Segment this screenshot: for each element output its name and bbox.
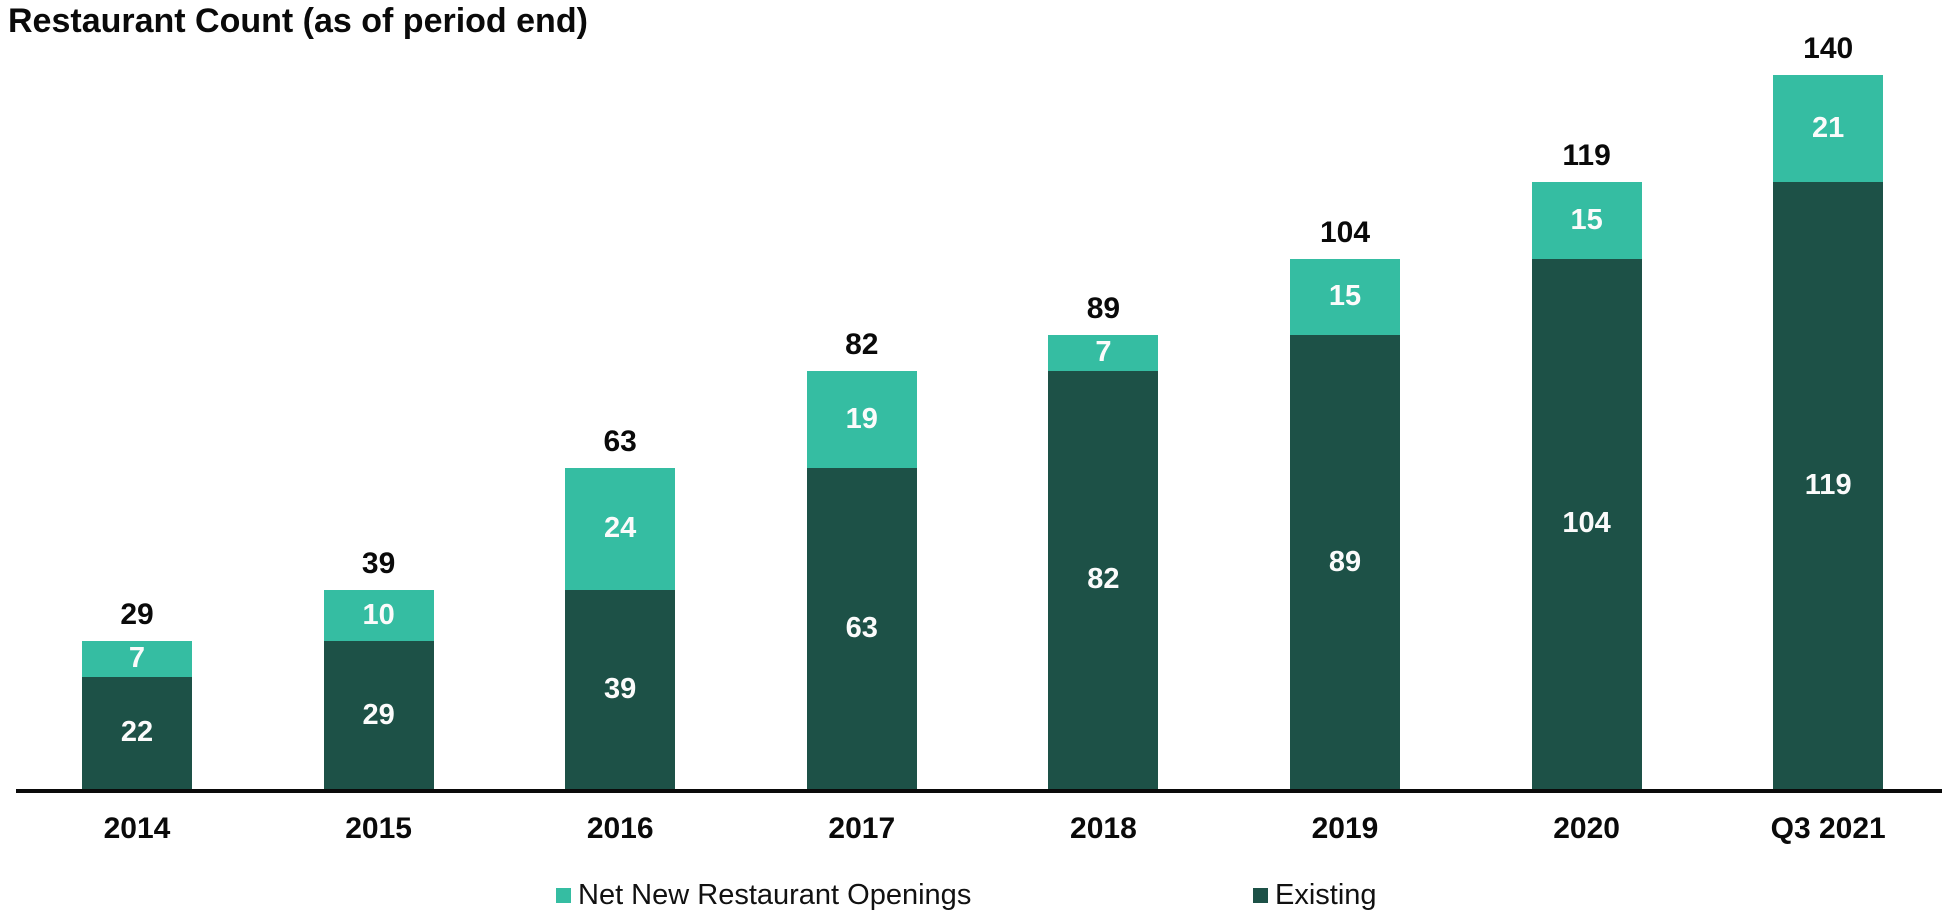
bar-segment-existing: 89	[1290, 335, 1400, 789]
segment-value-label: 19	[845, 402, 878, 435]
total-label: 39	[361, 547, 396, 581]
x-axis-label-2016: 2016	[586, 812, 654, 845]
chart-title: Restaurant Count (as of period end)	[8, 2, 588, 40]
bar-2018: 89 7 82	[1048, 292, 1159, 789]
total-label: 63	[603, 424, 637, 458]
total-label: 82	[845, 327, 879, 361]
bar-segment-existing: 119	[1773, 182, 1884, 789]
total-label: 140	[1803, 32, 1854, 66]
x-axis-line	[16, 789, 1942, 793]
legend-swatch-net-new-icon	[556, 888, 571, 903]
x-axis-label-2017: 2017	[828, 812, 896, 845]
total-label: 29	[120, 598, 154, 632]
bar-segment-existing: 63	[806, 467, 917, 789]
segment-value-label: 63	[845, 611, 878, 644]
bar-segment-existing: 29	[323, 641, 434, 789]
bar-2016: 63 24 39	[565, 424, 676, 789]
segment-value-label: 29	[362, 698, 395, 731]
x-axis-label-q3-2021: Q3 2021	[1770, 812, 1886, 845]
bar-2015: 39 10 29	[323, 547, 434, 789]
segment-value-label: 15	[1570, 203, 1603, 236]
bar-segment-existing: 82	[1048, 370, 1159, 789]
segment-value-label: 82	[1087, 563, 1120, 596]
segment-value-label: 104	[1562, 507, 1611, 540]
legend-item-existing: Existing	[1253, 881, 1377, 910]
bar-segment-existing: 39	[565, 590, 676, 789]
segment-value-label: 7	[128, 642, 146, 675]
bar-2019: 104 15 89	[1290, 215, 1400, 789]
total-label: 119	[1562, 139, 1611, 173]
total-label: 89	[1086, 292, 1121, 326]
bar-segment-net-new-openings: 21	[1773, 75, 1884, 183]
segment-value-label: 22	[120, 716, 154, 749]
legend: Net New Restaurant Openings Existing	[0, 881, 1950, 915]
x-axis-label-2015: 2015	[345, 812, 412, 845]
bar-segment-existing: 104	[1531, 258, 1642, 789]
segment-value-label: 24	[604, 512, 637, 545]
plot-area: 29 7 22 39 10 29 63 24 39 82 19 63 89 7 82 104 15 89 119 15…	[82, 32, 1884, 789]
x-axis-label-2019: 2019	[1311, 812, 1379, 845]
segment-value-label: 119	[1804, 469, 1852, 502]
x-axis-label-2014: 2014	[103, 812, 171, 845]
legend-label-net-new: Net New Restaurant Openings	[578, 879, 972, 911]
segment-value-label: 21	[1812, 112, 1845, 145]
bar-segment-net-new-openings: 24	[565, 467, 676, 591]
bar-2017: 82 19 63	[806, 327, 917, 789]
bar-2014: 29 7 22	[82, 600, 192, 789]
bar-segment-net-new-openings: 15	[1531, 182, 1642, 259]
legend-label-existing: Existing	[1275, 879, 1377, 911]
legend-swatch-existing-icon	[1253, 888, 1268, 903]
segment-value-label: 89	[1328, 545, 1362, 578]
legend-item-net-new-restaurant-openings: Net New Restaurant Openings	[556, 881, 971, 910]
bar-segment-net-new-openings: 15	[1290, 258, 1400, 336]
bar-2020: 119 15 104	[1531, 139, 1642, 789]
bar-segment-net-new-openings: 19	[806, 370, 917, 468]
x-axis-label-2018: 2018	[1070, 812, 1137, 845]
segment-value-label: 7	[1095, 336, 1112, 369]
segment-value-label: 15	[1328, 280, 1362, 313]
bar-segment-existing: 22	[82, 676, 192, 789]
total-label: 104	[1319, 215, 1371, 249]
x-axis-label-2020: 2020	[1553, 812, 1620, 845]
bar-segment-net-new-openings: 7	[82, 641, 192, 677]
segment-value-label: 10	[362, 599, 395, 632]
bar-segment-net-new-openings: 7	[1048, 335, 1159, 371]
bar-q3-2021: 140 21 119	[1773, 32, 1884, 789]
segment-value-label: 39	[604, 673, 637, 706]
bar-segment-net-new-openings: 10	[323, 590, 434, 642]
